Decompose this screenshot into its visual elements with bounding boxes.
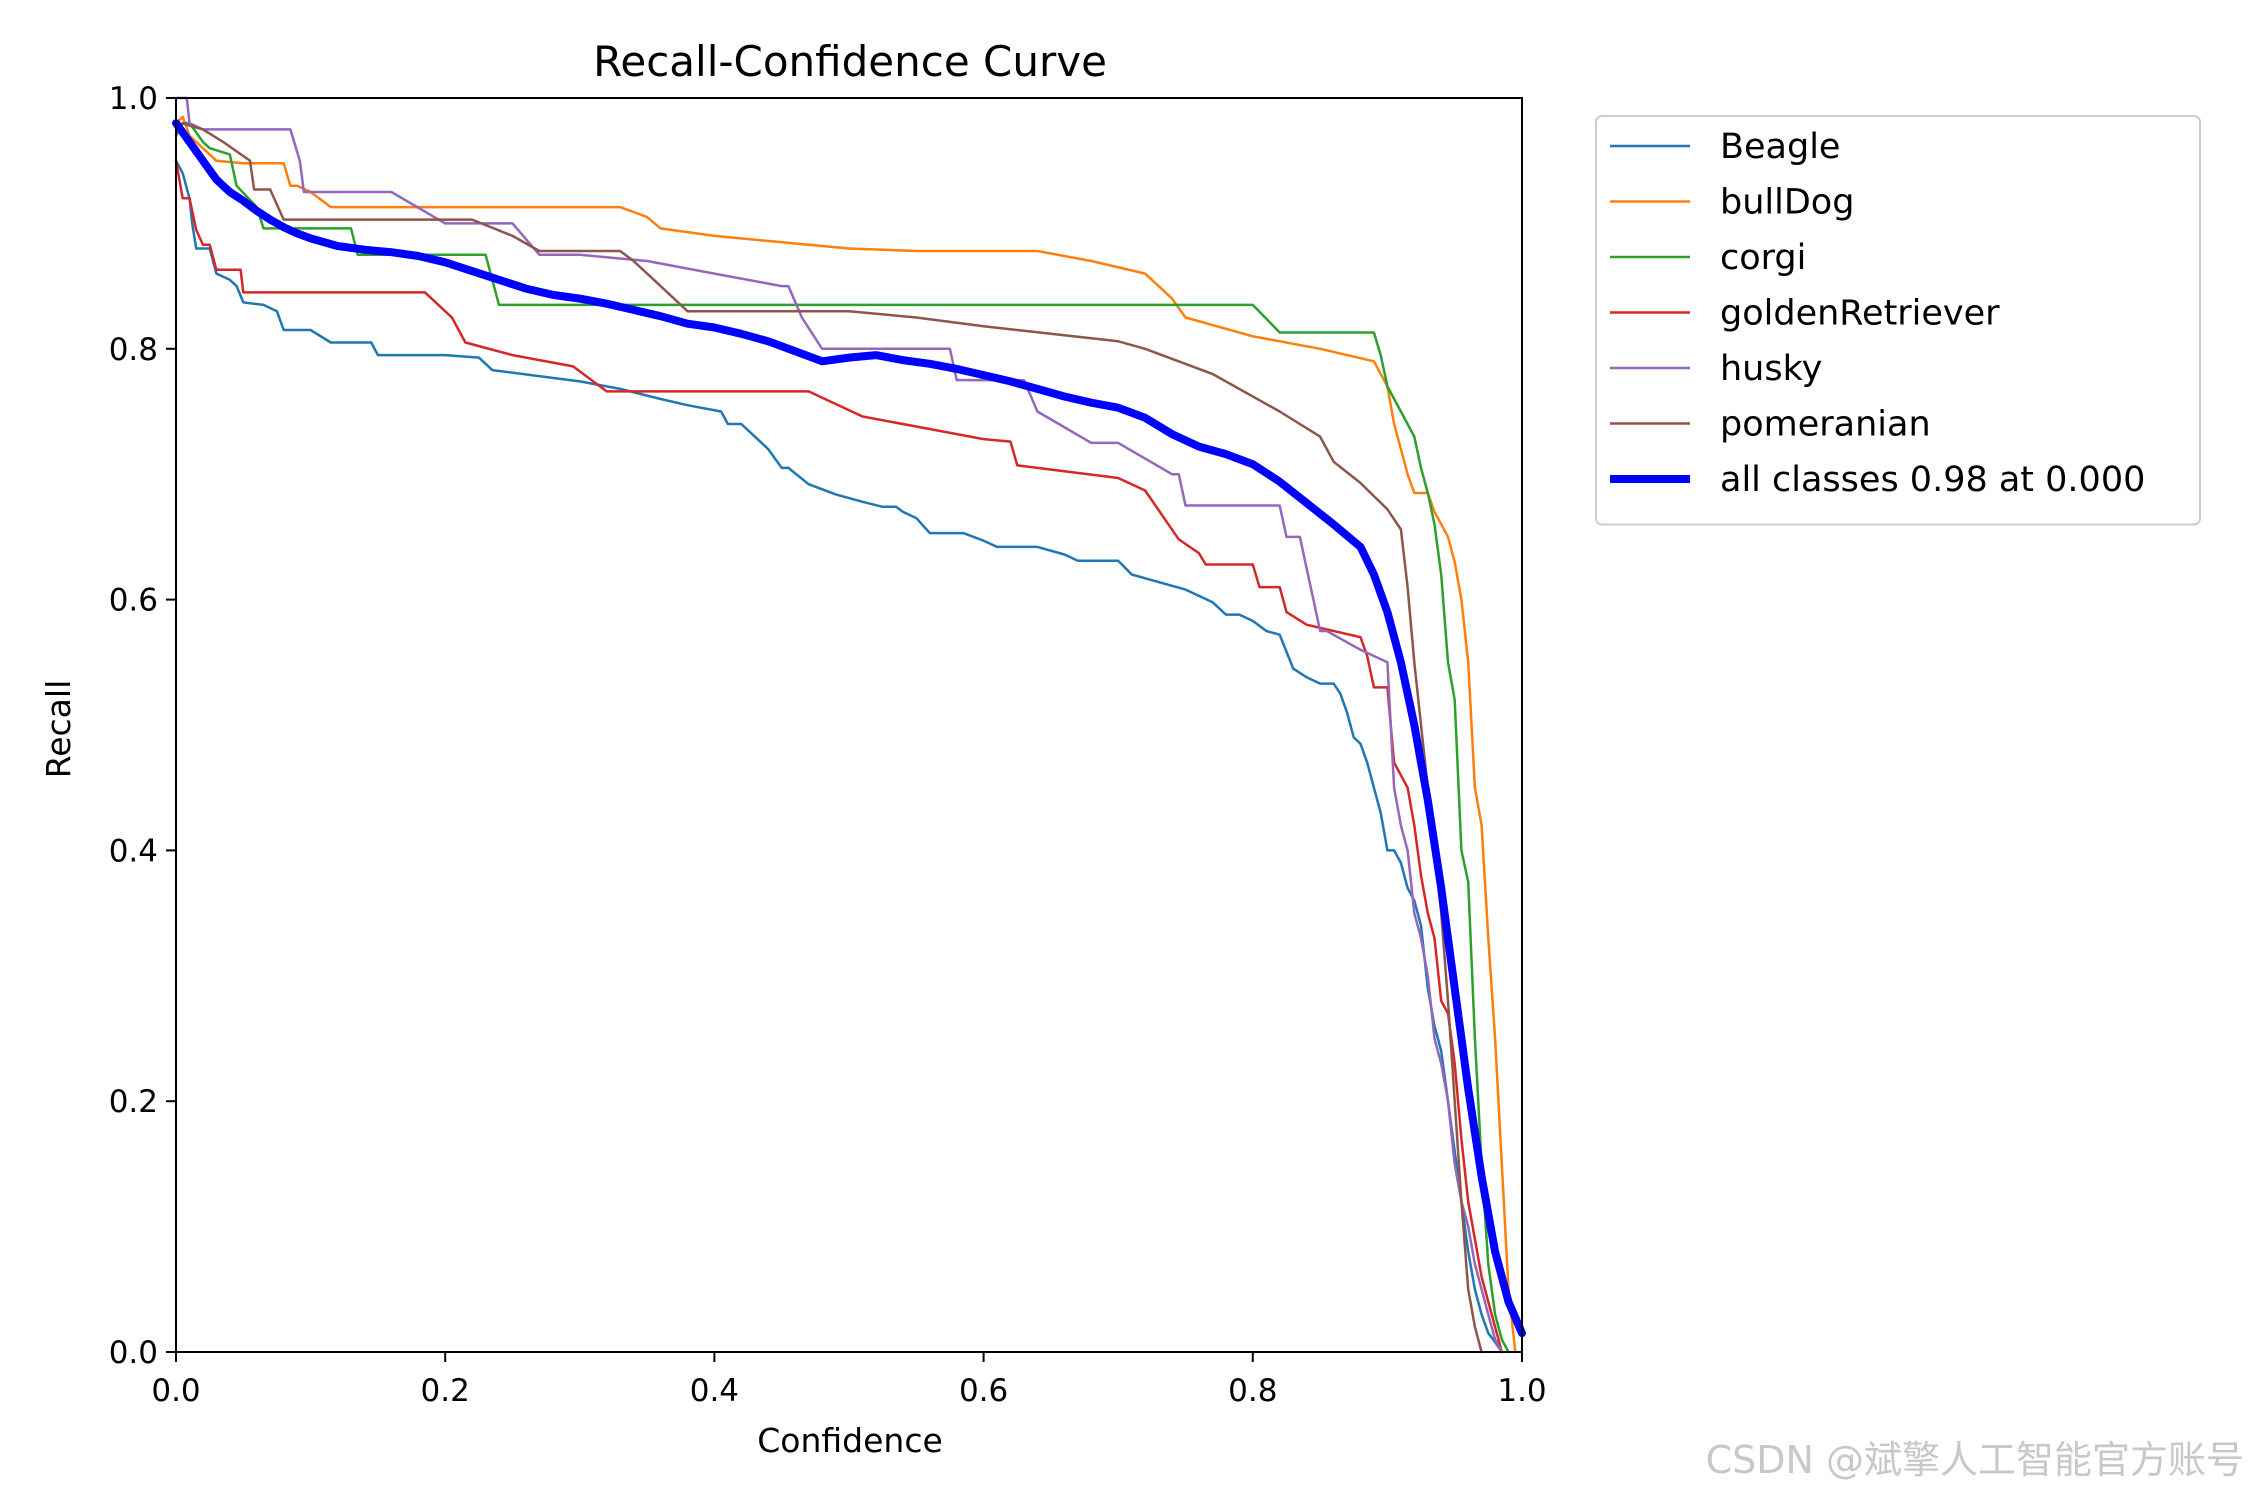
y-tick-label: 0.4 (109, 833, 158, 869)
plot-area-frame (175, 97, 1523, 1353)
series-line-3 (174, 159, 1504, 1354)
y-tick-label: 0.8 (109, 332, 158, 368)
legend: Beagle bullDog corgi goldenRetriever husky po… (1595, 115, 2201, 526)
series-line-0 (174, 159, 1504, 1354)
series-line-4 (174, 96, 1504, 1354)
chart-title: Recall-Confidence Curve (593, 37, 1107, 86)
legend-label-6: all classes 0.98 at 0.000 (1720, 460, 2145, 500)
legend-label-2: corgi (1720, 238, 1806, 278)
x-tick-label: 1.0 (1497, 1373, 1546, 1409)
legend-label-0: Beagle (1720, 127, 1840, 167)
y-tick-label: 0.6 (109, 583, 158, 619)
x-tick-label: 0.6 (959, 1373, 1008, 1409)
x-axis-label: Confidence (757, 1421, 943, 1460)
x-tick-label: 0.0 (151, 1373, 200, 1409)
y-axis: 0.0 0.2 0.4 0.6 0.8 1.0 (109, 81, 176, 1371)
series-line-1 (174, 115, 1517, 1354)
legend-label-3: goldenRetriever (1720, 294, 2000, 334)
legend-box (1595, 115, 2201, 526)
watermark: CSDN @斌擎人工智能官方账号 (1705, 1438, 2244, 1482)
x-tick-label: 0.8 (1228, 1373, 1277, 1409)
y-tick-label: 0.2 (109, 1084, 158, 1120)
legend-label-5: pomeranian (1720, 405, 1931, 445)
x-axis: 0.0 0.2 0.4 0.6 0.8 1.0 (151, 1352, 1547, 1409)
series-layer (172, 96, 1526, 1354)
legend-label-1: bullDog (1720, 183, 1854, 223)
y-tick-label: 0.0 (109, 1335, 158, 1371)
series-line-6 (172, 119, 1526, 1338)
x-tick-label: 0.2 (421, 1373, 470, 1409)
y-tick-label: 1.0 (109, 81, 158, 117)
legend-label-4: husky (1720, 349, 1822, 389)
y-axis-label: Recall (39, 680, 78, 778)
x-tick-label: 0.4 (690, 1373, 739, 1409)
